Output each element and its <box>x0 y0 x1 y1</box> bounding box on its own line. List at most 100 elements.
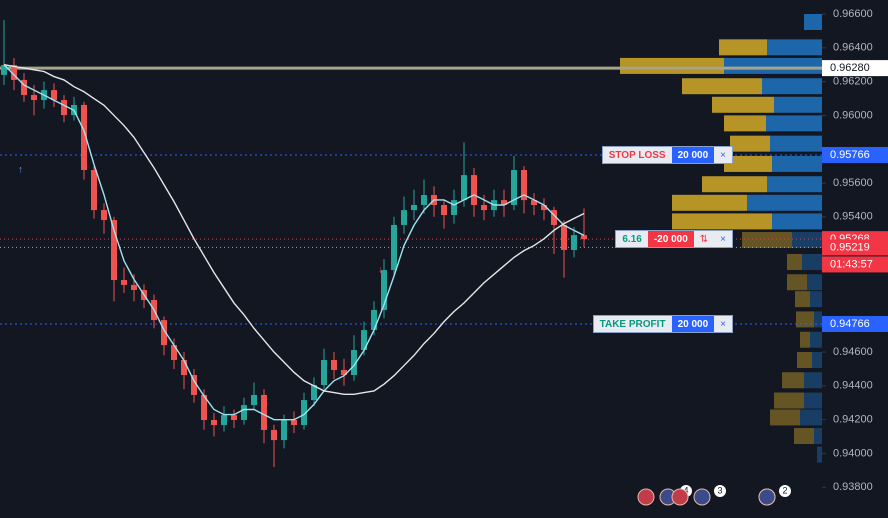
candle-body <box>331 359 337 370</box>
order-quantity: 20 000 <box>671 315 715 332</box>
candle-body <box>521 170 527 201</box>
volume-buy <box>772 155 822 172</box>
volume-buy <box>767 176 822 193</box>
candle-body <box>51 90 57 101</box>
price-label: 0.95219 <box>830 241 870 253</box>
volume-sell <box>724 155 772 172</box>
event-count: 3 <box>717 485 722 495</box>
candle-body <box>501 200 507 206</box>
candle-body <box>421 195 427 206</box>
candle-body <box>551 210 557 225</box>
order-label: 6.16 <box>616 231 648 248</box>
volume-buy <box>807 274 822 291</box>
volume-sell <box>770 409 800 426</box>
candle-body <box>171 345 177 360</box>
y-tick-label: 0.96400 <box>833 42 873 54</box>
close-button[interactable]: × <box>714 315 732 332</box>
order-box[interactable]: TAKE PROFIT 20 000 × <box>592 314 733 333</box>
volume-buy <box>724 57 822 74</box>
price-label: 0.95766 <box>830 149 870 161</box>
candle-body <box>251 394 257 406</box>
candle-body <box>81 104 87 171</box>
event-icon <box>637 488 655 506</box>
candle-body <box>261 394 267 430</box>
candle-body <box>301 400 307 426</box>
price-label: 0.94766 <box>830 318 870 330</box>
candle-body <box>471 175 477 206</box>
volume-sell <box>800 331 810 348</box>
volume-sell <box>774 392 804 409</box>
volume-buy <box>810 331 822 348</box>
volume-buy <box>810 291 822 308</box>
volume-buy <box>804 13 822 30</box>
candle-body <box>371 309 377 331</box>
candle-body <box>531 200 537 206</box>
y-tick-label: 0.96200 <box>833 76 873 88</box>
candle-body <box>221 415 227 426</box>
y-tick-label: 0.94200 <box>833 414 873 426</box>
event-icon <box>693 488 711 506</box>
close-button[interactable]: × <box>714 146 732 163</box>
event-count: 2 <box>782 485 787 495</box>
volume-sell <box>719 39 767 56</box>
close-button[interactable]: × <box>714 231 732 248</box>
volume-sell <box>620 57 724 74</box>
candle-body <box>131 284 137 291</box>
volume-sell <box>794 428 814 445</box>
signal-arrow: ↑ <box>18 165 23 176</box>
y-tick-label: 0.95400 <box>833 211 873 223</box>
price-label-bg <box>822 60 888 77</box>
candle-body <box>61 100 67 116</box>
candle-body <box>461 175 467 201</box>
candle-body <box>561 224 567 250</box>
volume-sell <box>712 96 774 113</box>
event-badge <box>779 485 791 497</box>
volume-sell <box>787 274 807 291</box>
candle-body <box>271 429 277 441</box>
event-count: 4 <box>683 485 688 495</box>
volume-sell <box>672 213 772 230</box>
candle-body <box>211 419 217 426</box>
countdown-bg <box>822 256 888 273</box>
order-box[interactable]: STOP LOSS 20 000 × <box>601 145 733 164</box>
order-quantity: -20 000 <box>647 231 694 248</box>
y-tick-label: 0.94600 <box>833 346 873 358</box>
candle-body <box>381 270 387 310</box>
reverse-button[interactable]: ⇅ <box>693 231 715 248</box>
y-tick-label: 0.93800 <box>833 481 873 493</box>
volume-buy <box>817 446 822 463</box>
indicator-line <box>3 64 585 395</box>
volume-buy <box>802 253 822 270</box>
candle-body <box>321 359 327 385</box>
volume-buy <box>766 115 822 132</box>
volume-buy <box>772 213 822 230</box>
order-quantity: 20 000 <box>671 146 715 163</box>
event-icon <box>758 488 776 506</box>
price-label: 0.96280 <box>830 62 870 74</box>
candle-body <box>161 320 167 346</box>
order-box[interactable]: 6.16 -20 000 ⇅ × <box>615 230 733 249</box>
price-label-bg <box>822 315 888 332</box>
price-label-bg <box>822 146 888 163</box>
volume-buy <box>774 96 822 113</box>
volume-sell <box>702 176 767 193</box>
volume-sell <box>795 291 810 308</box>
candle-body <box>21 79 27 95</box>
order-label: STOP LOSS <box>602 146 672 163</box>
candle-body <box>511 170 517 206</box>
volume-sell <box>787 253 802 270</box>
candle-body <box>351 350 357 376</box>
volume-buy <box>804 392 822 409</box>
y-tick-label: 0.95600 <box>833 177 873 189</box>
volume-sell <box>724 115 766 132</box>
volume-buy <box>792 231 822 248</box>
candle-body <box>451 200 457 215</box>
volume-buy <box>770 135 822 152</box>
candle-body <box>291 419 297 426</box>
volume-sell <box>782 372 804 389</box>
order-label: TAKE PROFIT <box>593 315 672 332</box>
candle-body <box>401 210 407 225</box>
volume-buy <box>804 372 822 389</box>
